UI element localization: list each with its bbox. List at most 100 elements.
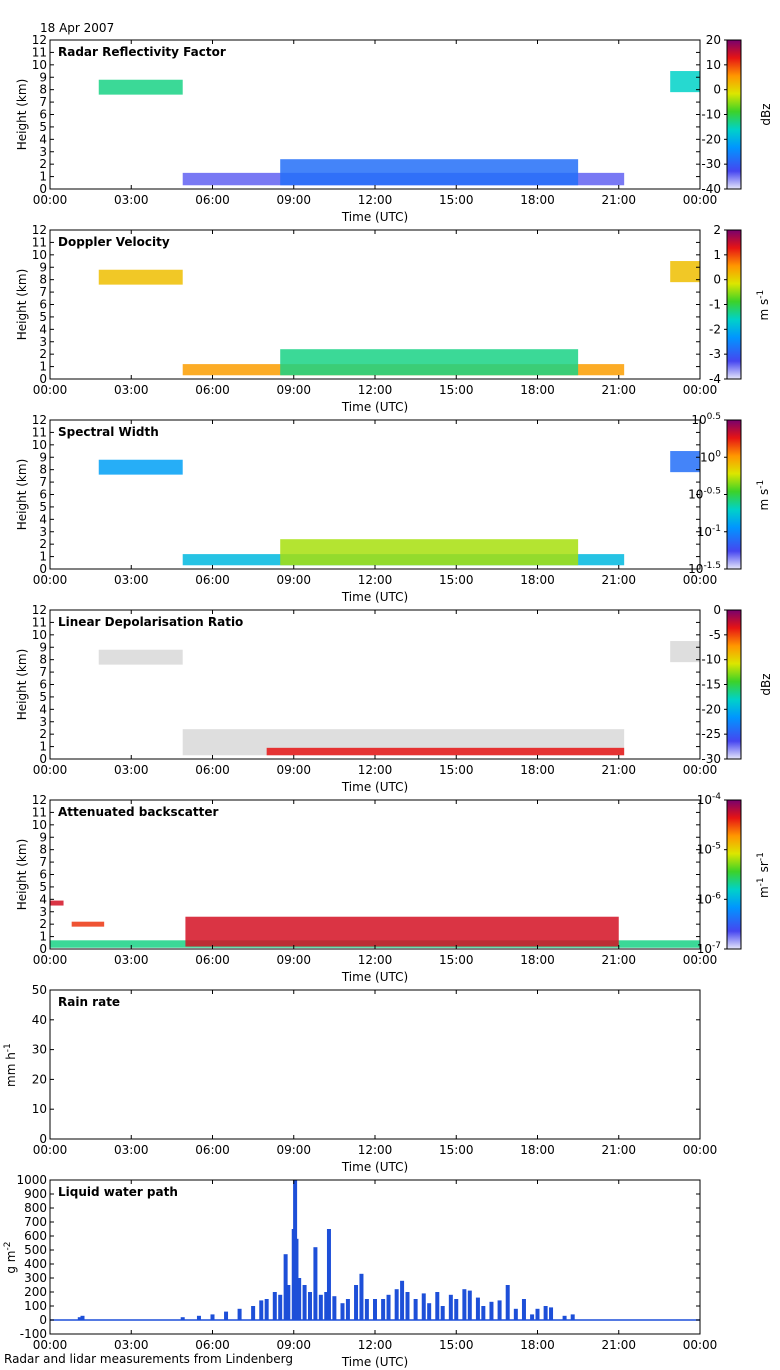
y-tick-label: 8 xyxy=(39,463,47,477)
panel-title: Doppler Velocity xyxy=(58,235,170,249)
heatmap-cell xyxy=(98,79,183,95)
x-tick-label: 00:00 xyxy=(683,1143,718,1157)
colorbar-tick-label: -30 xyxy=(701,157,721,171)
x-tick-label: 00:00 xyxy=(33,383,68,397)
y-tick-label: 3 xyxy=(39,905,47,919)
panel-title: Spectral Width xyxy=(58,425,159,439)
colorbar-tick-label: 20 xyxy=(706,33,721,47)
y-tick-label: 3 xyxy=(39,145,47,159)
y-axis-label: Height (km) xyxy=(15,839,29,910)
x-tick-label: 00:00 xyxy=(683,763,718,777)
data-bar xyxy=(489,1301,494,1320)
y-tick-label: 1000 xyxy=(16,1173,47,1187)
y-tick-label: 900 xyxy=(24,1187,47,1201)
colorbar-tick-label: 10-1.5 xyxy=(688,561,721,576)
data-bar xyxy=(308,1292,312,1320)
data-bar xyxy=(364,1299,369,1320)
x-tick-label: 09:00 xyxy=(276,1338,311,1352)
data-bar xyxy=(354,1285,359,1320)
colorbar-tick-label: -20 xyxy=(701,132,721,146)
x-tick-label: 12:00 xyxy=(358,763,393,777)
y-axis-label: mm h-1 xyxy=(3,1042,18,1087)
y-tick-label: 600 xyxy=(24,1229,47,1243)
data-bar xyxy=(294,1238,299,1320)
y-tick-label: 0 xyxy=(39,752,47,766)
y-tick-label: 1 xyxy=(39,740,47,754)
x-tick-label: 15:00 xyxy=(439,383,474,397)
data-bar xyxy=(210,1314,215,1320)
data-bar xyxy=(394,1289,399,1320)
data-bar xyxy=(272,1292,277,1320)
y-tick-label: -100 xyxy=(20,1327,47,1341)
colorbar-tick-label: 2 xyxy=(713,223,721,237)
x-tick-label: 00:00 xyxy=(683,383,718,397)
y-tick-label: 1 xyxy=(39,360,47,374)
y-tick-label: 4 xyxy=(39,132,47,146)
colorbar-tick-label: 10-5 xyxy=(697,842,721,857)
y-tick-label: 5 xyxy=(39,500,47,514)
x-tick-label: 09:00 xyxy=(276,193,311,207)
x-axis-label: Time (UTC) xyxy=(341,400,408,414)
data-bar xyxy=(283,1254,288,1320)
y-axis-label: Height (km) xyxy=(15,459,29,530)
data-bar xyxy=(400,1280,405,1320)
colorbar-tick-label: 0 xyxy=(713,603,721,617)
data-bar xyxy=(359,1273,364,1320)
colorbar-tick-label: 100.5 xyxy=(691,412,721,427)
y-tick-label: 5 xyxy=(39,880,47,894)
colorbar xyxy=(726,609,742,760)
data-bar xyxy=(196,1315,201,1320)
colorbar-tick-label: -4 xyxy=(709,372,721,386)
data-bar xyxy=(427,1303,432,1320)
x-axis-label: Time (UTC) xyxy=(341,970,408,984)
x-tick-label: 18:00 xyxy=(520,953,555,967)
x-axis-label: Time (UTC) xyxy=(341,590,408,604)
heatmap-cell xyxy=(670,71,700,93)
y-tick-label: 11 xyxy=(32,45,47,59)
y-tick-label: 7 xyxy=(39,475,47,489)
y-tick-label: 5 xyxy=(39,310,47,324)
data-bar xyxy=(297,1278,302,1320)
colorbar-tick-label: 10-1 xyxy=(697,524,721,539)
x-tick-label: 00:00 xyxy=(683,573,718,587)
plot-area xyxy=(50,990,700,1139)
heatmap-cell xyxy=(98,459,183,475)
colorbar-tick-label: -1 xyxy=(709,298,721,312)
data-bar xyxy=(286,1285,291,1320)
data-bar xyxy=(224,1311,229,1320)
heatmap-cell xyxy=(98,269,183,285)
y-tick-label: 9 xyxy=(39,70,47,84)
panel-title: Linear Depolarisation Ratio xyxy=(58,615,243,629)
colorbar-unit: m s-1 xyxy=(756,289,771,321)
x-tick-label: 03:00 xyxy=(114,1143,149,1157)
y-tick-label: 7 xyxy=(39,95,47,109)
data-bar xyxy=(521,1299,526,1320)
y-tick-label: 6 xyxy=(39,868,47,882)
y-tick-label: 5 xyxy=(39,690,47,704)
x-tick-label: 12:00 xyxy=(358,383,393,397)
y-tick-label: 10 xyxy=(32,58,47,72)
heatmap-cell xyxy=(670,451,700,473)
colorbar-tick-label: 10 xyxy=(706,58,721,72)
colorbar-tick-label: -10 xyxy=(701,108,721,122)
y-tick-label: 11 xyxy=(32,805,47,819)
x-tick-label: 03:00 xyxy=(114,953,149,967)
data-bar xyxy=(481,1306,486,1320)
x-tick-label: 03:00 xyxy=(114,193,149,207)
y-tick-label: 12 xyxy=(32,33,47,47)
x-tick-label: 06:00 xyxy=(195,193,230,207)
y-tick-label: 1 xyxy=(39,550,47,564)
x-tick-label: 03:00 xyxy=(114,573,149,587)
x-tick-label: 21:00 xyxy=(601,763,636,777)
x-tick-label: 06:00 xyxy=(195,763,230,777)
x-tick-label: 00:00 xyxy=(683,193,718,207)
x-tick-label: 00:00 xyxy=(33,1338,68,1352)
x-tick-label: 18:00 xyxy=(520,1338,555,1352)
x-tick-label: 12:00 xyxy=(358,193,393,207)
panel-title: Rain rate xyxy=(58,995,120,1009)
x-tick-label: 09:00 xyxy=(276,383,311,397)
heatmap-cell xyxy=(71,921,105,927)
y-tick-label: 10 xyxy=(32,438,47,452)
